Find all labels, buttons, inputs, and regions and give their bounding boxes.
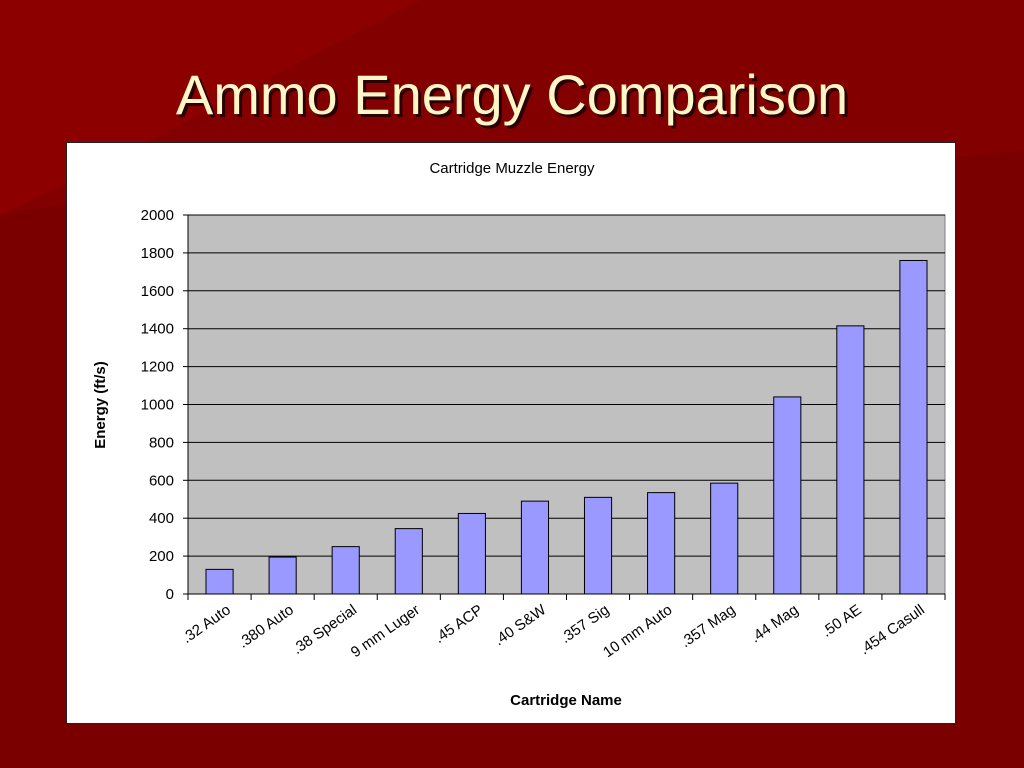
bar [331, 546, 360, 595]
x-tick-label: .44 Mag [747, 601, 801, 646]
y-tick-label: 600 [149, 472, 174, 489]
bar [457, 512, 486, 595]
chart-title: Cartridge Muzzle Energy [429, 160, 595, 177]
bar [268, 556, 297, 595]
x-tick-label: .45 ACP [431, 601, 486, 646]
gridlines [188, 214, 945, 557]
bar [899, 259, 928, 595]
y-tick-label: 0 [166, 586, 174, 603]
bar-chart: Cartridge Muzzle Energy 0 200 400 600 800 100… [92, 160, 946, 709]
bar [583, 496, 613, 595]
x-tick-label: .32 Auto [179, 601, 234, 647]
x-tick-label: 9 mm Luger [348, 601, 423, 661]
bar [205, 568, 234, 595]
bar [520, 500, 550, 595]
bar [836, 325, 865, 595]
y-tick-label: 1200 [141, 359, 174, 376]
y-tick-label: 1400 [141, 321, 174, 338]
y-tick-label: 400 [149, 510, 174, 527]
bar [773, 396, 802, 595]
y-axis: 0 200 400 600 800 1000 1200 1400 1600 1800 2000 [141, 207, 189, 603]
bars [205, 259, 928, 595]
x-tick-label: .454 Casull [857, 601, 928, 658]
y-axis-label: Energy (ft/s) [92, 361, 109, 449]
bar [647, 492, 676, 595]
slide-title: Ammo Energy Comparison [175, 63, 849, 126]
bar [710, 482, 739, 595]
y-tick-label: 1800 [141, 245, 174, 262]
bar [394, 528, 423, 595]
chart-panel: Cartridge Muzzle Energy 0 200 400 600 800 100… [66, 142, 956, 724]
x-tick-label: .40 S&W [491, 601, 550, 649]
x-tick-label: .357 Mag [678, 601, 739, 651]
x-tick-label: 10 mm Auto [600, 601, 675, 661]
y-tick-label: 1000 [141, 397, 174, 414]
y-tick-label: 200 [149, 548, 174, 565]
y-tick-label: 1600 [141, 283, 174, 300]
x-tick-label: .50 AE [819, 601, 865, 640]
x-tick-label: .357 Sig [557, 601, 612, 646]
x-tick-label: .380 Auto [235, 601, 297, 651]
y-tick-label: 800 [149, 434, 174, 451]
y-tick-label: 2000 [141, 207, 174, 224]
x-axis-label: Cartridge Name [510, 692, 622, 709]
